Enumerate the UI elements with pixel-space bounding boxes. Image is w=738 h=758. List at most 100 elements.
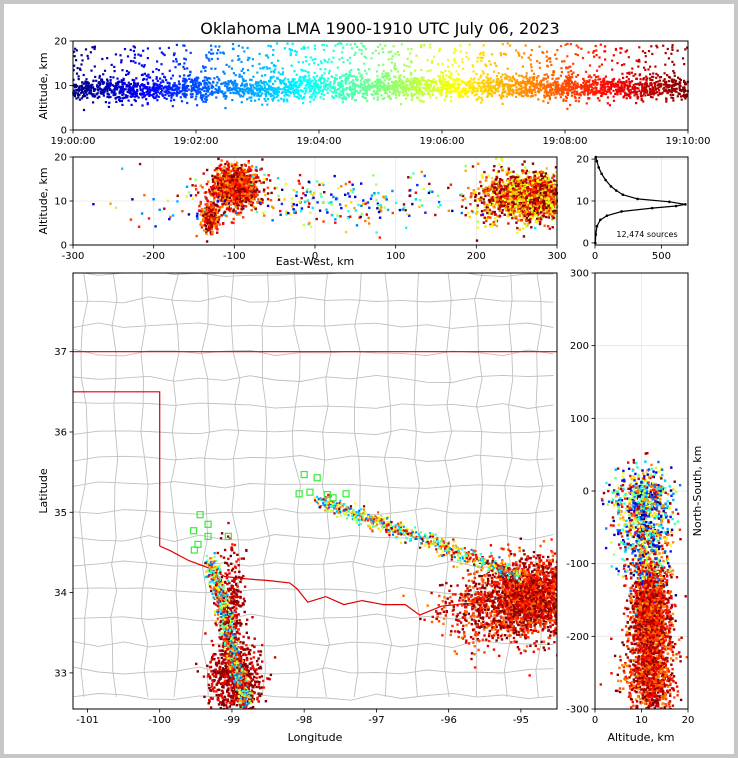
source-point (84, 80, 87, 83)
source-point (169, 215, 172, 219)
source-point (574, 99, 577, 102)
source-point (428, 182, 431, 186)
source-point (323, 191, 326, 194)
source-point (126, 96, 129, 99)
source-point (203, 215, 206, 219)
source-point (530, 66, 533, 69)
source-point (492, 79, 495, 82)
source-point (401, 87, 404, 90)
source-point (387, 78, 391, 81)
source-point (163, 96, 166, 99)
source-point (510, 89, 513, 92)
source-point (182, 44, 185, 47)
source-point (394, 76, 397, 79)
source-point (308, 88, 311, 91)
source-point (258, 94, 261, 98)
source-point (682, 93, 686, 96)
source-point (306, 81, 309, 84)
source-point (538, 61, 541, 64)
source-point (608, 86, 611, 89)
source-point (351, 97, 354, 100)
source-point (136, 89, 139, 92)
source-point (476, 97, 479, 100)
source-point (146, 93, 149, 96)
source-point (576, 90, 579, 93)
source-point (476, 60, 479, 63)
source-point (302, 45, 305, 48)
source-point (206, 78, 209, 82)
source-point (444, 69, 447, 72)
source-point (175, 58, 178, 61)
source-point (368, 78, 371, 81)
source-point (506, 92, 509, 95)
source-point (190, 89, 193, 92)
source-point (335, 78, 338, 81)
source-point (122, 96, 125, 99)
source-point (399, 80, 402, 83)
source-point (175, 93, 178, 96)
source-point (467, 186, 470, 190)
source-point (376, 78, 379, 81)
source-point (295, 87, 298, 90)
source-point (531, 76, 534, 79)
source-point (504, 53, 507, 56)
source-point (194, 82, 197, 86)
source-point (641, 86, 644, 89)
source-point (323, 87, 326, 90)
source-point (424, 80, 427, 83)
source-point (80, 92, 83, 95)
source-point (495, 189, 498, 192)
source-point (621, 88, 624, 91)
source-point (336, 43, 339, 46)
source-point (623, 83, 626, 86)
source-point (677, 76, 680, 79)
source-point (485, 76, 488, 79)
source-point (472, 90, 475, 93)
source-point (489, 216, 492, 219)
source-point (301, 61, 304, 64)
source-point (110, 91, 113, 94)
source-point (348, 56, 352, 59)
source-point (173, 52, 176, 55)
source-point (542, 213, 545, 216)
source-point (502, 183, 506, 187)
source-point (155, 94, 159, 97)
source-point (339, 90, 342, 93)
source-point (320, 195, 323, 198)
source-point (466, 83, 469, 86)
source-point (218, 45, 221, 48)
source-point (430, 80, 433, 83)
source-point (459, 44, 462, 47)
source-point (549, 60, 552, 63)
source-point (106, 84, 109, 87)
source-point (246, 69, 250, 72)
source-point (293, 70, 296, 73)
source-point (432, 85, 436, 88)
source-point (109, 79, 112, 82)
source-point (308, 202, 311, 205)
source-point (417, 92, 420, 95)
source-point (197, 76, 200, 79)
source-point (554, 81, 557, 84)
source-point (528, 88, 531, 91)
source-point (250, 89, 253, 92)
source-point (683, 63, 686, 66)
source-point (555, 83, 558, 86)
source-point (489, 80, 492, 83)
source-point (247, 161, 250, 165)
source-point (146, 57, 149, 60)
source-point (205, 56, 208, 59)
source-point (236, 91, 239, 94)
source-point (398, 79, 401, 82)
source-point (272, 49, 275, 52)
source-point (588, 64, 592, 67)
source-point (219, 90, 222, 93)
source-point (100, 90, 103, 93)
source-point (273, 71, 276, 74)
source-point (162, 52, 165, 55)
source-point (403, 93, 406, 96)
source-point (147, 217, 151, 220)
source-point (209, 77, 212, 80)
source-point (590, 83, 593, 86)
source-point (562, 91, 565, 94)
